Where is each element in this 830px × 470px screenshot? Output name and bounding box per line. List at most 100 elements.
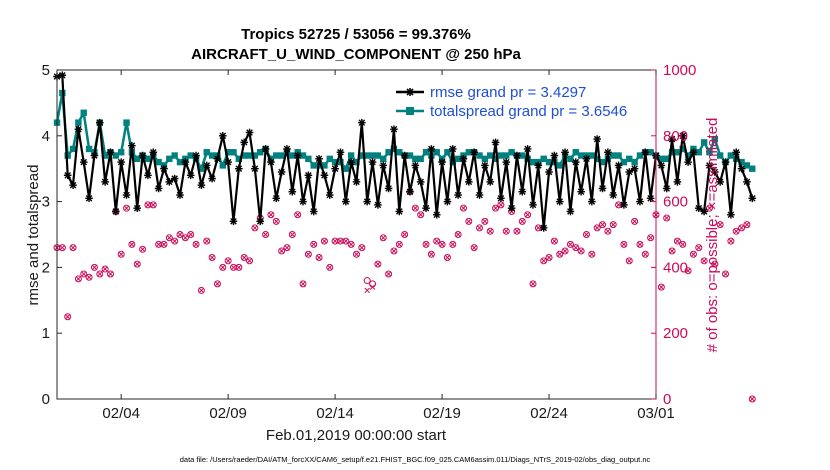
rmse-point <box>352 178 361 186</box>
rmse-point <box>539 224 548 232</box>
rmse-point <box>101 178 109 186</box>
obs-assimilated-point <box>540 258 547 264</box>
totalspread-point <box>647 149 654 156</box>
obs-possible-point <box>294 211 302 219</box>
rmse-point <box>309 207 318 216</box>
rmse-point <box>58 71 67 80</box>
obs-possible-point <box>235 263 243 271</box>
rmse-point <box>395 207 404 216</box>
obs-assimilated-point <box>86 274 92 281</box>
obs-assimilated-point <box>203 238 210 244</box>
totalspread-point <box>433 149 440 156</box>
x-tick-label: 02/14 <box>316 405 354 422</box>
totalspread-point <box>289 152 296 159</box>
obs-assimilated-point <box>289 231 296 238</box>
obs-possible-point <box>96 270 104 278</box>
rmse-point <box>620 201 628 209</box>
obs-assimilated-point <box>728 238 734 244</box>
obs-assimilated-point <box>166 235 173 241</box>
plot-area <box>57 70 656 399</box>
y2-tick-label: 200 <box>663 325 688 342</box>
totalspread-point <box>112 152 120 159</box>
rmse-point <box>443 197 452 206</box>
rmse-point <box>406 187 414 196</box>
obs-possible-point <box>358 244 366 252</box>
totalspread-point <box>358 152 366 159</box>
obs-assimilated-point <box>380 235 386 241</box>
rmse-point <box>374 201 382 209</box>
totalspread-point <box>567 155 574 163</box>
rmse-point <box>95 118 104 127</box>
obs-assimilated-point <box>177 231 183 238</box>
obs-possible-point <box>459 204 467 212</box>
totalspread-point <box>369 152 376 159</box>
rmse-point <box>502 158 511 166</box>
obs-possible-point <box>262 231 270 238</box>
obs-possible-point <box>58 244 66 252</box>
obs-assimilated-point <box>236 264 242 271</box>
obs-possible-point <box>486 227 494 235</box>
obs-assimilated-point <box>749 396 756 402</box>
y-tick-label: 5 <box>42 62 50 79</box>
totalspread-point <box>240 152 248 159</box>
rmse-point <box>673 178 682 186</box>
totalspread-point <box>497 152 505 159</box>
obs-assimilated-point <box>519 218 526 225</box>
obs-assimilated-point <box>171 238 178 244</box>
obs-assimilated-point <box>305 251 312 257</box>
obs-assimilated-point <box>530 281 536 287</box>
rmse-point <box>711 168 719 176</box>
totalspread-point <box>412 155 419 163</box>
obs-assimilated-point <box>583 231 590 238</box>
totalspread-point <box>380 155 387 163</box>
obs-assimilated-point <box>97 271 103 277</box>
obs-possible-point <box>732 227 740 235</box>
obs-assimilated-point <box>59 244 66 251</box>
rmse-point <box>727 210 735 219</box>
obs-possible-point <box>454 231 462 238</box>
y-tick-label: 2 <box>42 259 50 276</box>
rmse-point <box>315 155 323 163</box>
totalspread-point <box>706 149 713 156</box>
obs-possible-point <box>278 247 286 255</box>
totalspread-point <box>363 152 371 159</box>
rmse-point <box>630 164 639 173</box>
totalspread-point <box>123 119 130 126</box>
obs-possible-point <box>213 280 221 288</box>
totalspread-point <box>176 158 184 166</box>
obs-assimilated-point <box>466 218 472 225</box>
rmse-point <box>358 118 366 127</box>
obs-assimilated-point <box>487 228 493 234</box>
legend-rmse-label: rmse grand pr = 3.4297 <box>430 84 586 101</box>
totalspread-point <box>198 165 205 172</box>
rmse-point <box>529 201 537 209</box>
obs-assimilated-point <box>690 251 697 257</box>
obs-assimilated-point <box>139 246 146 253</box>
obs-possible-point <box>219 263 227 271</box>
obs-assimilated-point <box>241 254 247 261</box>
rmse-point <box>181 158 190 166</box>
obs-possible-point <box>326 263 334 271</box>
totalspread-point <box>251 152 259 159</box>
rmse-point <box>106 148 115 157</box>
obs-possible-point <box>529 280 537 288</box>
obs-possible-point <box>208 254 216 262</box>
totalspread-point <box>610 152 617 159</box>
obs-possible-point <box>390 247 398 255</box>
obs-possible-point <box>133 260 141 268</box>
totalspread-point <box>631 158 638 166</box>
obs-possible-point <box>203 237 211 245</box>
totalspread-point <box>519 152 526 159</box>
totalspread-point <box>663 155 670 163</box>
rmse-point <box>475 191 484 199</box>
rmse-point <box>63 171 72 180</box>
totalspread-point <box>503 152 510 159</box>
rmse-point <box>550 151 559 160</box>
rmse-point <box>251 164 259 173</box>
rmse-point <box>411 161 420 170</box>
rmse-point <box>192 151 200 160</box>
totalspread-point <box>577 152 585 159</box>
obs-assimilated-point <box>375 261 381 267</box>
